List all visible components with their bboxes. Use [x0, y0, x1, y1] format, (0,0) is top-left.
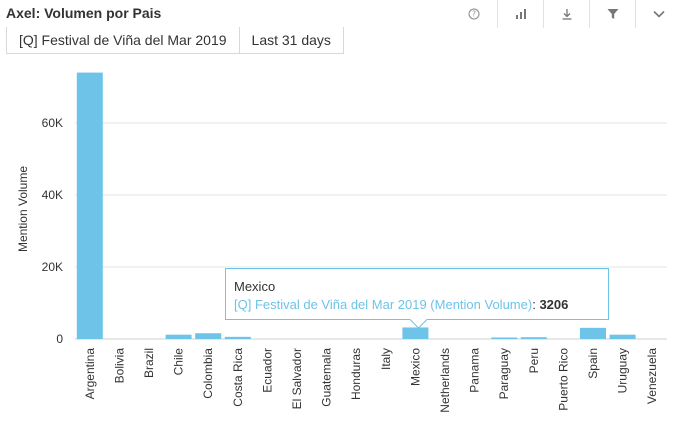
- tooltip-series: [Q] Festival de Viña del Mar 2019 (Menti…: [234, 297, 533, 312]
- y-axis-title: Mention Volume: [16, 166, 30, 252]
- x-tick-label: El Salvador: [290, 348, 304, 409]
- bar-chart: 0 20K 40K 60K Mention Volume Argentina Bolivia…: [0, 54, 681, 441]
- x-tick-label: Mexico: [408, 348, 422, 386]
- help-icon: ?: [468, 8, 480, 20]
- chart-type-button[interactable]: [497, 0, 543, 28]
- chart-svg: 0 20K 40K 60K Mention Volume Argentina Bolivia…: [16, 72, 667, 413]
- bar-chile: [165, 334, 192, 339]
- collapse-button[interactable]: [635, 0, 681, 28]
- bar-mexico: [402, 327, 429, 339]
- y-tick-label: 0: [56, 332, 63, 346]
- filter-icon: [607, 9, 618, 19]
- chart-title: Axel: Volumen por Pais: [6, 5, 162, 21]
- x-tick-label: Chile: [172, 348, 186, 376]
- bar-peru: [520, 337, 547, 339]
- chart-tooltip: Mexico [Q] Festival de Viña del Mar 2019…: [225, 268, 609, 329]
- tooltip-value: 3206: [539, 297, 569, 312]
- x-tick-label: Italy: [379, 348, 393, 370]
- tooltip-line: [Q] Festival de Viña del Mar 2019 (Menti…: [234, 295, 600, 314]
- filter-button[interactable]: [589, 0, 635, 28]
- x-tick-label: Guatemala: [320, 348, 334, 407]
- bar-spain: [580, 327, 606, 339]
- x-tick-label: Venezuela: [645, 348, 659, 404]
- x-tick-label: Netherlands: [438, 348, 452, 413]
- bar-argentina: [76, 72, 103, 339]
- tooltip-category: Mexico: [234, 279, 276, 294]
- x-tick-label: Paraguay: [497, 348, 511, 399]
- x-tick-label: Costa Rica: [231, 348, 245, 407]
- tooltip-separator: :: [532, 297, 536, 312]
- chart-toolbar: ?: [451, 0, 681, 28]
- bar-uruguay: [609, 334, 636, 339]
- x-tick-label: Honduras: [349, 348, 363, 400]
- bar-paraguay: [491, 337, 518, 339]
- download-button[interactable]: [543, 0, 589, 28]
- y-tick-label: 20K: [42, 260, 63, 274]
- x-tick-label: Puerto Rico: [556, 348, 570, 411]
- filter-tags: [Q] Festival de Viña del Mar 2019 Last 3…: [6, 27, 344, 54]
- x-tick-label: Ecuador: [260, 348, 274, 393]
- x-tick-label: Bolivia: [112, 348, 126, 384]
- svg-text:?: ?: [472, 10, 476, 19]
- bar-colombia: [195, 333, 222, 339]
- x-tick-label: Colombia: [201, 348, 215, 399]
- x-tick-label: Argentina: [83, 348, 97, 400]
- x-tick-label: Brazil: [142, 348, 156, 378]
- bar-costa-rica: [224, 336, 251, 339]
- chart-header: Axel: Volumen por Pais ?: [0, 0, 681, 28]
- query-filter-tag[interactable]: [Q] Festival de Viña del Mar 2019: [6, 27, 240, 54]
- x-tick-label: Panama: [468, 348, 482, 393]
- x-tick-label: Uruguay: [616, 348, 630, 393]
- bar-chart-icon: [515, 9, 526, 19]
- y-tick-label: 60K: [42, 116, 63, 130]
- chevron-down-icon: [652, 10, 665, 18]
- y-tick-label: 40K: [42, 188, 63, 202]
- x-tick-label: Spain: [586, 348, 600, 379]
- x-tick-label: Peru: [527, 348, 541, 373]
- period-filter-tag[interactable]: Last 31 days: [238, 27, 344, 54]
- download-icon: [562, 9, 571, 20]
- help-button[interactable]: ?: [451, 0, 497, 28]
